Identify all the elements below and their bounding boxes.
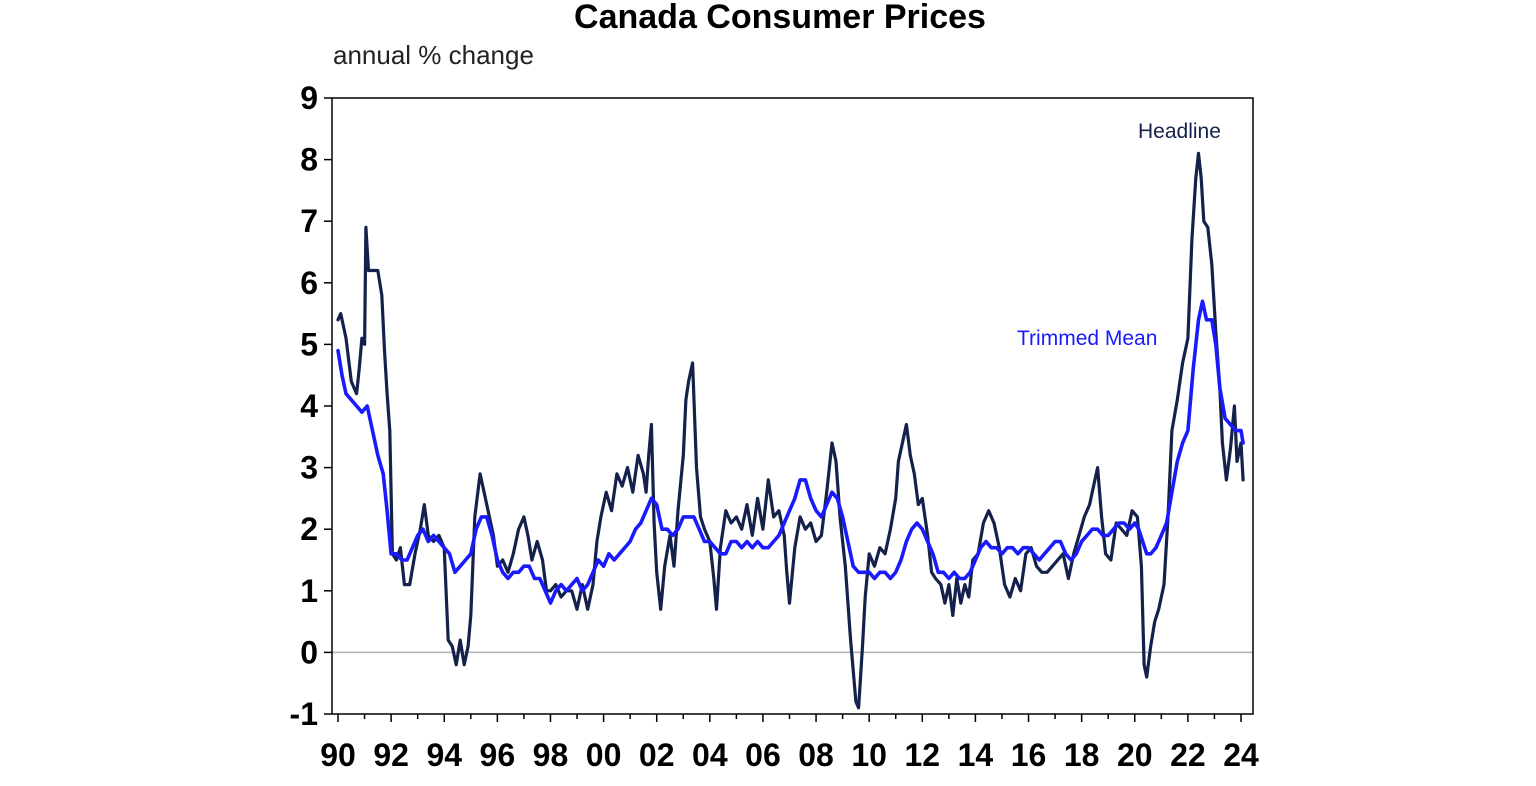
y-tick-label: 6: [300, 265, 318, 301]
y-tick-label: 8: [300, 142, 318, 178]
series-layer: [336, 151, 1245, 710]
y-tick-label: 2: [300, 511, 318, 547]
series-label-trimmed-mean: Trimmed Mean: [1017, 327, 1157, 350]
y-tick-label: 4: [300, 388, 318, 424]
series-line-trimmed-mean: [336, 299, 1245, 605]
x-tick-label: 98: [533, 737, 569, 773]
y-tick-label: 3: [300, 450, 318, 486]
x-tick-label: 10: [851, 737, 887, 773]
x-tick-label: 12: [904, 737, 940, 773]
y-tick-label: 5: [300, 326, 318, 362]
y-axis-label: annual % change: [333, 40, 534, 70]
x-tick-label: 90: [320, 737, 356, 773]
series-label-headline: Headline: [1138, 120, 1221, 143]
y-tick-label: 0: [300, 634, 318, 670]
series-line-headline: [336, 151, 1245, 710]
x-tick-label: 94: [426, 737, 462, 773]
x-tick-label: 24: [1223, 737, 1259, 773]
x-axis: 90 92 94 96 98 00 02 04 06 08 10 12 14 16 18 20 22 24: [320, 714, 1259, 773]
x-tick-label: 18: [1064, 737, 1100, 773]
y-tick-label: 1: [300, 573, 318, 609]
x-tick-label: 96: [480, 737, 516, 773]
x-tick-label: 02: [639, 737, 675, 773]
x-tick-label: 08: [798, 737, 834, 773]
x-tick-label: 22: [1170, 737, 1206, 773]
x-tick-label: 06: [745, 737, 781, 773]
chart-title: Canada Consumer Prices: [574, 0, 986, 36]
x-tick-label: 20: [1117, 737, 1153, 773]
x-tick-label: 16: [1011, 737, 1047, 773]
y-axis: -1 0 1 2 3 4 5 6 7 8 9: [290, 80, 332, 732]
x-tick-label: 00: [586, 737, 622, 773]
x-tick-label: 14: [958, 737, 994, 773]
y-tick-label: 9: [300, 80, 318, 116]
y-tick-label: 7: [300, 203, 318, 239]
y-tick-label: -1: [290, 696, 318, 732]
x-tick-label: 92: [373, 737, 409, 773]
x-tick-label: 04: [692, 737, 728, 773]
